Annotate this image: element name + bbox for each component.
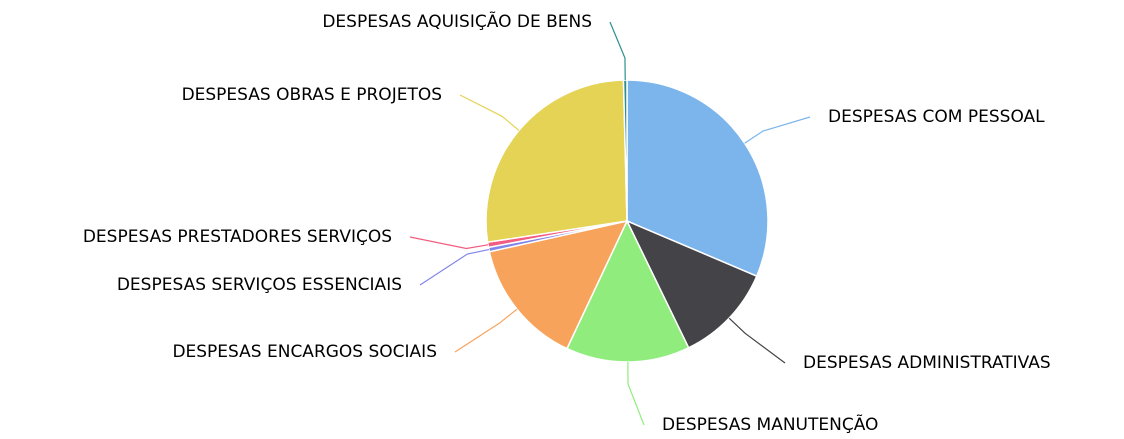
pie-slice: [626, 79, 769, 278]
pie-slice: [565, 219, 690, 363]
connector: [419, 249, 490, 286]
connector: [459, 94, 520, 131]
connector: [409, 236, 489, 250]
data-label: DESPESAS SERVIÇOS ESSENCIAIS: [117, 275, 402, 295]
data-label: DESPESAS OBRAS E PROJETOS: [182, 85, 442, 105]
connector: [609, 21, 626, 81]
connector: [744, 116, 811, 144]
data-label: DESPESAS PRESTADORES SERVIÇOS: [83, 227, 392, 247]
data-label: DESPESAS MANUTENÇÃO: [662, 413, 878, 435]
data-label: DESPESAS COM PESSOAL: [828, 107, 1045, 127]
data-label: DESPESAS AQUISIÇÃO DE BENS: [322, 10, 592, 32]
connector: [454, 308, 518, 353]
pie-slice: [488, 219, 629, 350]
connector: [728, 317, 786, 364]
pie-slice: [625, 219, 758, 349]
pie-slice: [485, 79, 628, 244]
data-label: DESPESAS ENCARGOS SOCIAIS: [172, 342, 437, 362]
data-label: DESPESAS ADMINISTRATIVAS: [803, 353, 1051, 373]
connector: [627, 361, 645, 426]
